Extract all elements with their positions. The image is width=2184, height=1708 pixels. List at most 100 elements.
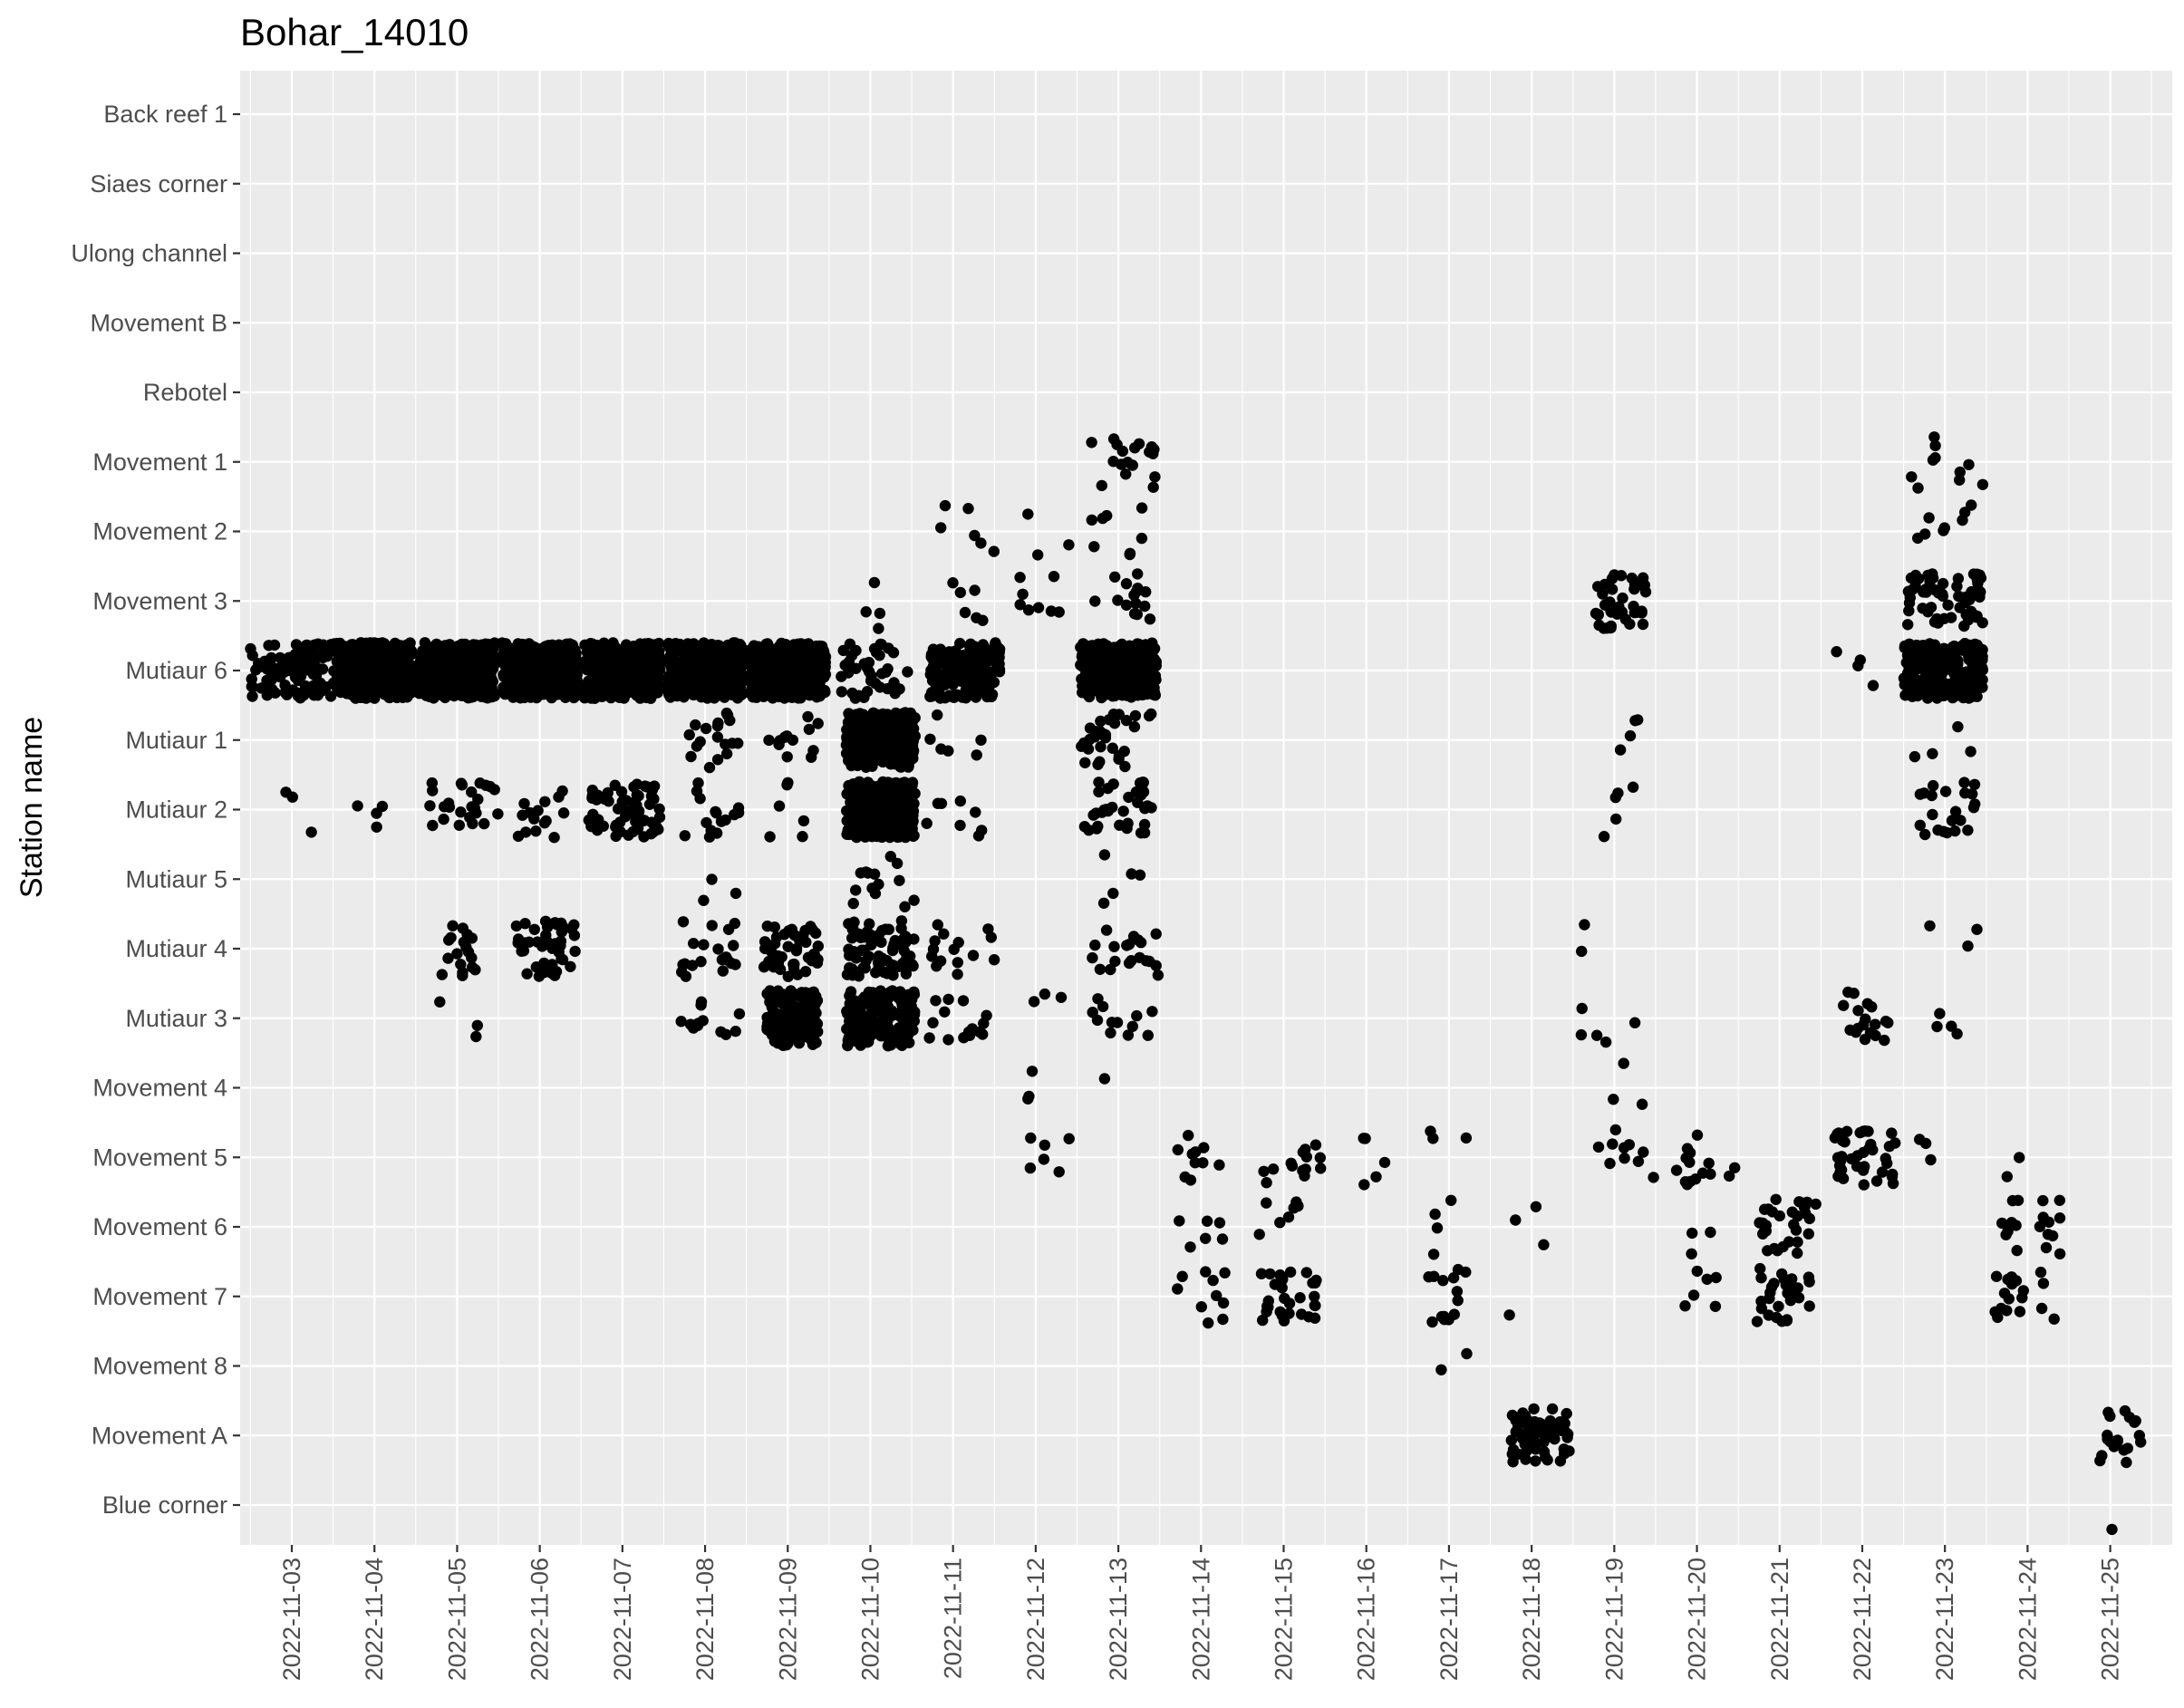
data-point <box>1094 756 1106 767</box>
data-point <box>383 641 395 653</box>
data-point <box>1962 825 1974 836</box>
data-point <box>882 1029 894 1041</box>
data-point <box>1028 996 1040 1008</box>
data-point <box>1150 928 1162 940</box>
data-point <box>782 970 794 982</box>
data-point <box>356 653 368 665</box>
data-point <box>1089 595 1101 607</box>
data-point <box>393 686 405 698</box>
data-point <box>898 1029 910 1041</box>
data-point <box>662 656 674 668</box>
data-point <box>812 941 824 952</box>
data-point <box>1959 787 1971 799</box>
data-point <box>954 795 967 807</box>
data-point <box>1095 741 1106 753</box>
data-point <box>954 819 966 832</box>
data-point <box>1866 1001 1878 1013</box>
data-point <box>1919 828 1931 841</box>
data-point <box>281 688 294 700</box>
data-point <box>805 1034 817 1046</box>
data-point <box>650 665 662 677</box>
data-point <box>848 916 860 928</box>
data-point <box>991 642 1004 653</box>
data-points <box>245 431 2147 1536</box>
data-point <box>961 649 972 661</box>
data-point <box>888 677 900 689</box>
data-point <box>1053 606 1065 618</box>
data-point <box>264 682 275 695</box>
data-point <box>733 661 745 672</box>
data-point <box>648 780 661 792</box>
data-point <box>535 647 546 659</box>
data-point <box>470 1030 482 1043</box>
data-point <box>942 1034 954 1046</box>
data-point <box>706 920 718 931</box>
data-point <box>924 733 936 745</box>
data-point <box>628 781 640 793</box>
data-point <box>653 811 666 824</box>
data-point <box>316 685 328 697</box>
data-point <box>703 761 716 774</box>
data-point <box>868 868 881 880</box>
data-point <box>898 995 910 1007</box>
data-point <box>1116 638 1128 651</box>
data-point <box>429 640 441 651</box>
data-point <box>772 989 784 1001</box>
data-point <box>907 747 919 758</box>
data-point <box>908 894 920 906</box>
data-point <box>488 652 501 665</box>
data-point <box>1128 720 1141 733</box>
data-point <box>528 923 540 935</box>
data-point <box>1624 729 1637 742</box>
data-point <box>863 795 875 806</box>
data-point <box>904 950 916 962</box>
data-point <box>568 930 581 941</box>
data-point <box>459 641 471 652</box>
data-point <box>698 894 710 906</box>
data-point <box>939 1006 951 1018</box>
data-point <box>457 922 469 934</box>
data-point <box>896 747 908 759</box>
data-point <box>751 647 764 660</box>
data-point <box>484 780 497 793</box>
data-point <box>850 884 862 896</box>
data-point <box>1089 939 1101 951</box>
data-point <box>423 680 435 691</box>
data-point <box>1927 748 1938 759</box>
data-point <box>295 643 307 656</box>
data-point <box>512 638 524 650</box>
data-point <box>339 670 351 682</box>
data-point <box>1123 939 1135 950</box>
data-point <box>1598 831 1610 843</box>
data-point <box>766 689 778 701</box>
data-point <box>1087 951 1098 964</box>
data-point <box>958 1032 970 1044</box>
data-point <box>246 673 257 685</box>
data-point <box>521 655 534 668</box>
data-point <box>706 873 718 885</box>
data-point <box>788 929 800 941</box>
data-point <box>782 777 794 788</box>
data-point <box>601 642 613 655</box>
data-point <box>579 639 591 651</box>
data-point <box>557 807 570 819</box>
data-point <box>868 576 881 589</box>
data-point <box>593 673 605 685</box>
data-point <box>1579 919 1590 931</box>
data-point <box>795 1024 807 1036</box>
data-point <box>778 929 790 941</box>
data-point <box>1103 654 1116 666</box>
data-point <box>875 730 886 742</box>
data-point <box>1899 640 1911 652</box>
data-point <box>1106 801 1118 814</box>
data-point <box>1592 609 1604 621</box>
data-point <box>1951 689 1964 700</box>
data-point <box>879 811 891 823</box>
data-point <box>773 1033 785 1045</box>
data-point <box>1965 746 1976 758</box>
data-point <box>1022 604 1035 616</box>
data-point <box>353 666 365 678</box>
data-point <box>1599 1036 1612 1048</box>
data-point <box>1627 781 1639 793</box>
